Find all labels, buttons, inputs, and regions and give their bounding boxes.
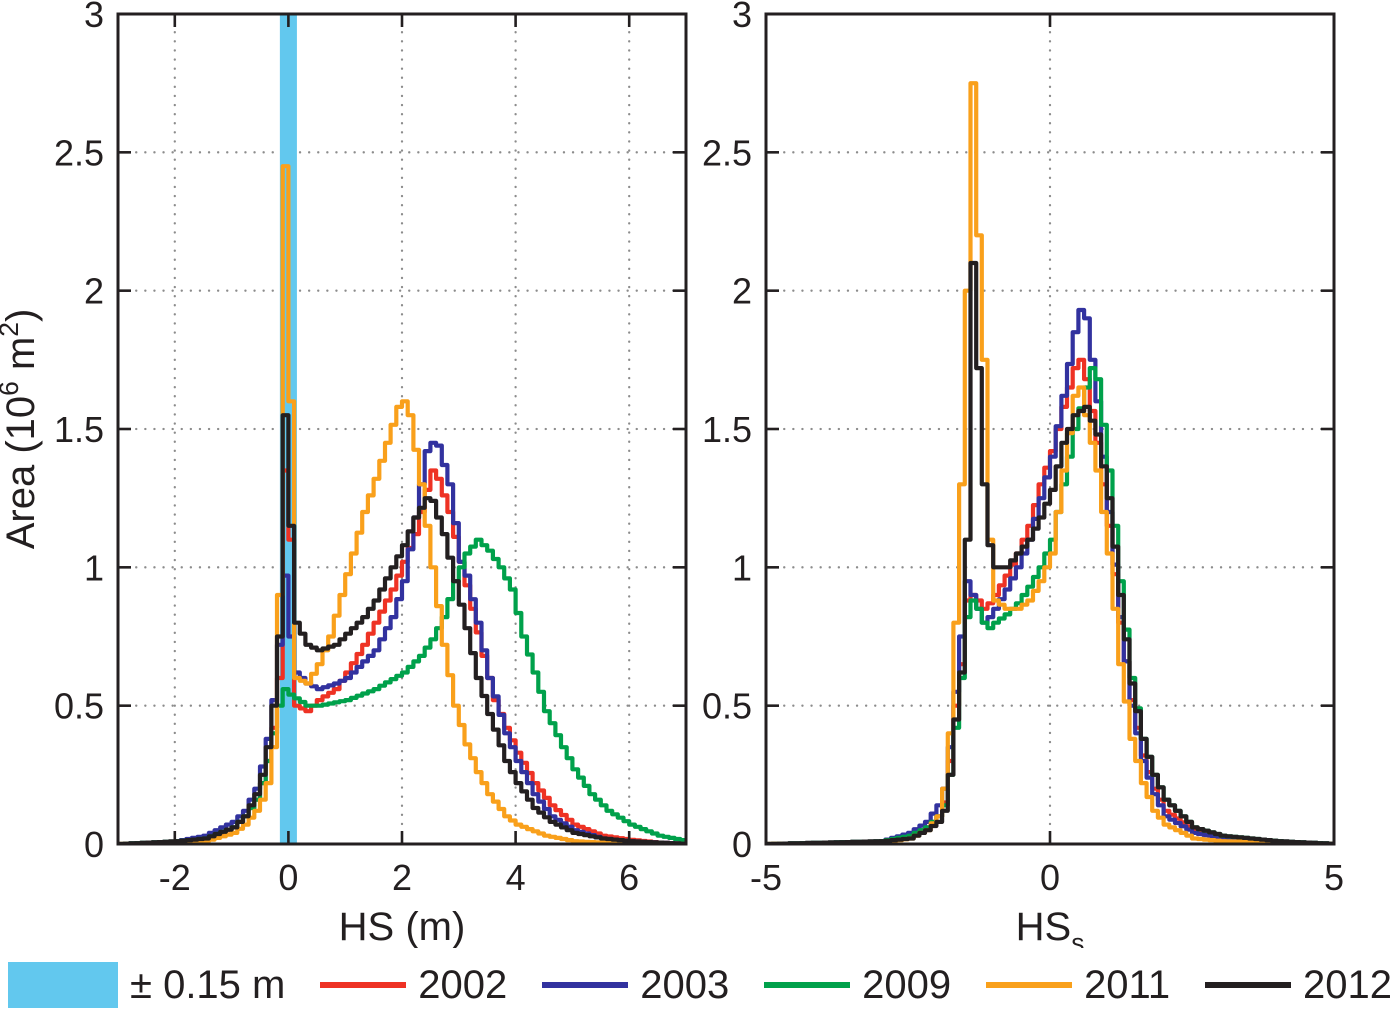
y-tick-label: 0: [84, 824, 104, 865]
y-tick-label: 2: [732, 271, 752, 312]
line-swatch: [1205, 982, 1292, 988]
line-swatch: [986, 982, 1073, 988]
ticks: [764, 12, 1336, 846]
series-2003: [766, 307, 1334, 844]
series-2003: [118, 440, 686, 844]
y-tick-label: 1.5: [702, 409, 752, 450]
y-axis-label: Area (106 m2): [0, 309, 43, 550]
plot-area: [766, 81, 1334, 844]
legend-item-2009: 2009: [764, 963, 951, 1008]
legend-item-label: 2003: [640, 962, 730, 1007]
y-tick-label: 0: [732, 824, 752, 865]
y-tick-label: 3: [84, 0, 104, 35]
legend-item-label: 2002: [418, 962, 508, 1007]
tolerance-band-swatch: [8, 962, 118, 1008]
grid: [116, 12, 688, 846]
legend-item-015m: ± 0.15 m: [8, 962, 285, 1008]
x-tick-label: 2: [392, 857, 412, 898]
x-tick-label: -5: [750, 857, 782, 898]
y-tick-label: 2.5: [702, 132, 752, 173]
legend-item-2002: 2002: [320, 963, 507, 1008]
y-tick-label: 2: [84, 271, 104, 312]
x-tick-label: 4: [506, 857, 526, 898]
series-2012: [118, 413, 686, 844]
x-tick-label: 5: [1324, 857, 1344, 898]
line-swatch: [542, 982, 629, 988]
x-tick-label: 6: [619, 857, 639, 898]
y-tick-label: 0.5: [54, 686, 104, 727]
line-swatch: [764, 982, 851, 988]
legend-item-2003: 2003: [542, 963, 729, 1008]
legend: ± 0.15 m 2002 2003 2009 2011 2012: [0, 948, 1400, 1022]
y-tick-label: 0.5: [702, 686, 752, 727]
legend-item-2012: 2012: [1205, 963, 1392, 1008]
series-2012: [766, 260, 1334, 844]
y-tick-label: 1: [84, 547, 104, 588]
x-tick-label: 0: [278, 857, 298, 898]
x-axis-label: HS (m): [339, 905, 466, 948]
line-swatch: [320, 982, 407, 988]
legend-item-label: 2011: [1084, 962, 1171, 1007]
legend-item-label: ± 0.15 m: [130, 962, 286, 1007]
legend-item-label: 2012: [1303, 962, 1392, 1007]
legend-item-label: 2009: [862, 962, 952, 1007]
legend-item-2011: 2011: [986, 963, 1170, 1008]
hs-histogram-chart: -2 0 2 4 6 0 0.5 1 1.5 2 2.5 3 HS (m) Area (106 m2): [0, 0, 688, 948]
grid: [764, 12, 1336, 846]
x-tick-label: -2: [159, 857, 191, 898]
y-tick-label: 2.5: [54, 132, 104, 173]
y-tick-label: 1: [732, 547, 752, 588]
plot-area: [118, 14, 686, 844]
ticks: [118, 12, 686, 846]
x-tick-label: 0: [1040, 857, 1060, 898]
y-tick-label: 1.5: [54, 409, 104, 450]
x-axis-label: HSs: [1016, 905, 1085, 948]
y-tick-label: 3: [732, 0, 752, 35]
